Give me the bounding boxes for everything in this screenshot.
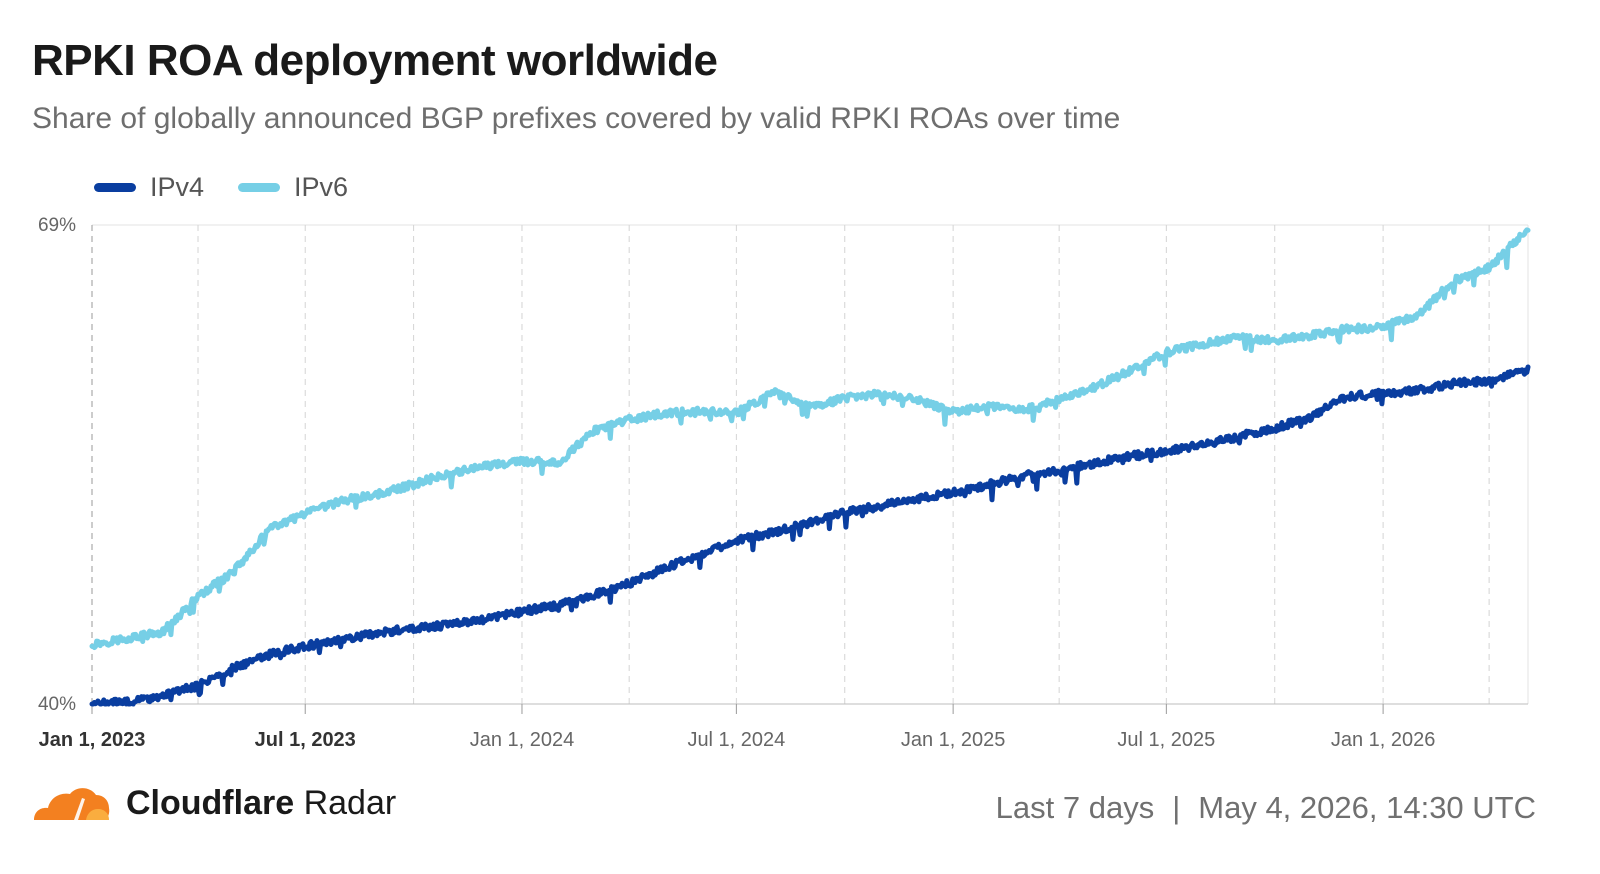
x-tick-label: Jul 1, 2024 [687, 729, 785, 751]
x-tick-label: Jan 1, 2026 [1331, 729, 1436, 751]
line-chart: Jan 1, 2023 Jul 1, 2023 Jan 1, 2024 Jul 1, … [38, 215, 1531, 751]
x-tick-label: Jan 1, 2025 [901, 729, 1006, 751]
page-subtitle: Share of globally announced BGP prefixes… [32, 102, 1121, 135]
legend-item-ipv4[interactable]: IPv4 [94, 172, 204, 203]
legend-item-ipv6[interactable]: IPv6 [238, 172, 348, 203]
brand-name-regular: Radar [303, 783, 397, 822]
legend-label-ipv6: IPv6 [294, 172, 349, 202]
page-title: RPKI ROA deployment worldwide [32, 36, 718, 85]
chart-legend: IPv4 IPv6 [94, 172, 382, 203]
x-tick-label: Jul 1, 2023 [255, 729, 356, 751]
x-tick-label: Jul 1, 2025 [1117, 729, 1215, 751]
series-line-ipv4 [89, 364, 1531, 707]
legend-label-ipv4: IPv4 [150, 172, 205, 202]
cloudflare-cloud-icon [34, 788, 110, 820]
time-range-label: Last 7 days [995, 790, 1155, 825]
cloudflare-radar-logo: Cloudflare Radar [30, 780, 396, 826]
y-tick-label: 40% [38, 694, 76, 715]
x-tick-label: Jan 1, 2024 [470, 729, 575, 751]
series-line-ipv6 [89, 227, 1531, 651]
x-tick-label: Jan 1, 2023 [39, 729, 146, 751]
brand-name: Cloudflare Radar [126, 784, 396, 823]
footer-meta: Last 7 days | May 4, 2026, 14:30 UTC [996, 790, 1536, 826]
y-tick-label: 69% [38, 215, 76, 236]
footer-separator: | [1172, 790, 1181, 825]
timestamp-label: May 4, 2026, 14:30 UTC [1198, 790, 1536, 825]
legend-swatch-ipv6 [238, 183, 281, 192]
legend-swatch-ipv4 [94, 183, 136, 192]
brand-name-bold: Cloudflare [126, 783, 295, 822]
